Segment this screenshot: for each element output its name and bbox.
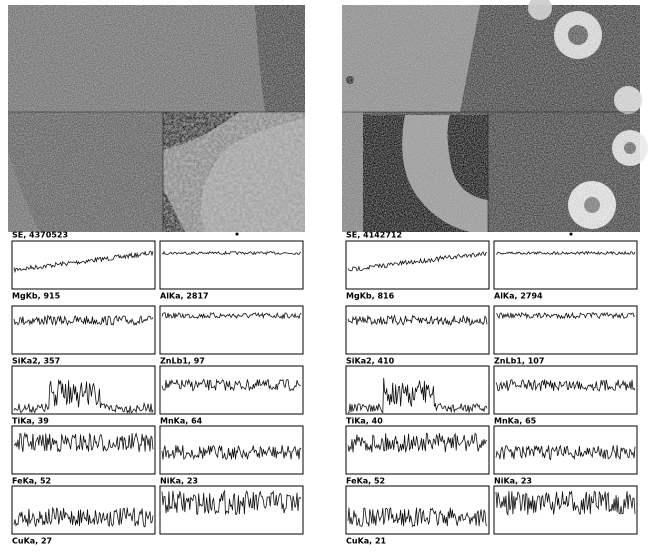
line-scans: SE, 4370523 • MgKb, 915 AlKa, 2817 SiKa2, 35… <box>12 231 637 546</box>
scan-box <box>12 426 155 474</box>
scan-label: FeKa, 52 <box>346 477 385 486</box>
scan-label: ZnLb1, 97 <box>160 357 205 366</box>
scan-box <box>160 241 303 289</box>
scan-label: CuKa, 27 <box>12 537 52 546</box>
image-label: SE, 4370523 <box>12 231 68 240</box>
scan-label: ZnLb1, 107 <box>494 357 544 366</box>
scan-box <box>160 306 303 354</box>
scan-box <box>494 366 637 414</box>
sem-image-right <box>342 0 648 232</box>
scan-label: FeKa, 52 <box>12 477 51 486</box>
scan-box <box>346 486 489 534</box>
scan-label: AlKa, 2817 <box>160 292 209 301</box>
panel: SE, 4142712 • MgKb, 816 AlKa, 2794 SiKa2, 41… <box>346 231 637 546</box>
scan-box <box>12 306 155 354</box>
scan-label: TiKa, 39 <box>12 417 49 426</box>
marker: • <box>568 231 574 241</box>
scan-label: MgKb, 915 <box>12 292 61 301</box>
panel: SE, 4370523 • MgKb, 915 AlKa, 2817 SiKa2, 35… <box>12 231 303 546</box>
scan-label: NiKa, 23 <box>160 477 198 486</box>
scan-box <box>346 306 489 354</box>
scan-box <box>160 366 303 414</box>
scan-label: MnKa, 64 <box>160 417 203 426</box>
scan-box <box>12 366 155 414</box>
scan-box <box>494 426 637 474</box>
scan-box <box>12 241 155 289</box>
marker: • <box>234 231 240 241</box>
figure: SE, 4370523 • MgKb, 915 AlKa, 2817 SiKa2, 35… <box>0 0 648 560</box>
image-label: SE, 4142712 <box>346 231 402 240</box>
scan-label: TiKa, 40 <box>346 417 383 426</box>
scan-label: AlKa, 2794 <box>494 292 543 301</box>
scan-label: NiKa, 23 <box>494 477 532 486</box>
scan-box <box>494 486 637 534</box>
scan-label: MnKa, 65 <box>494 417 537 426</box>
scan-box <box>494 306 637 354</box>
scan-box <box>494 241 637 289</box>
scan-label: SiKa2, 410 <box>346 357 395 366</box>
scan-label: SiKa2, 357 <box>12 357 60 366</box>
scan-box <box>346 426 489 474</box>
scan-label: CuKa, 21 <box>346 537 387 546</box>
sem-image-left <box>8 5 305 232</box>
scan-label: MgKb, 816 <box>346 292 395 301</box>
scan-box <box>160 486 303 534</box>
scan-box <box>346 241 489 289</box>
